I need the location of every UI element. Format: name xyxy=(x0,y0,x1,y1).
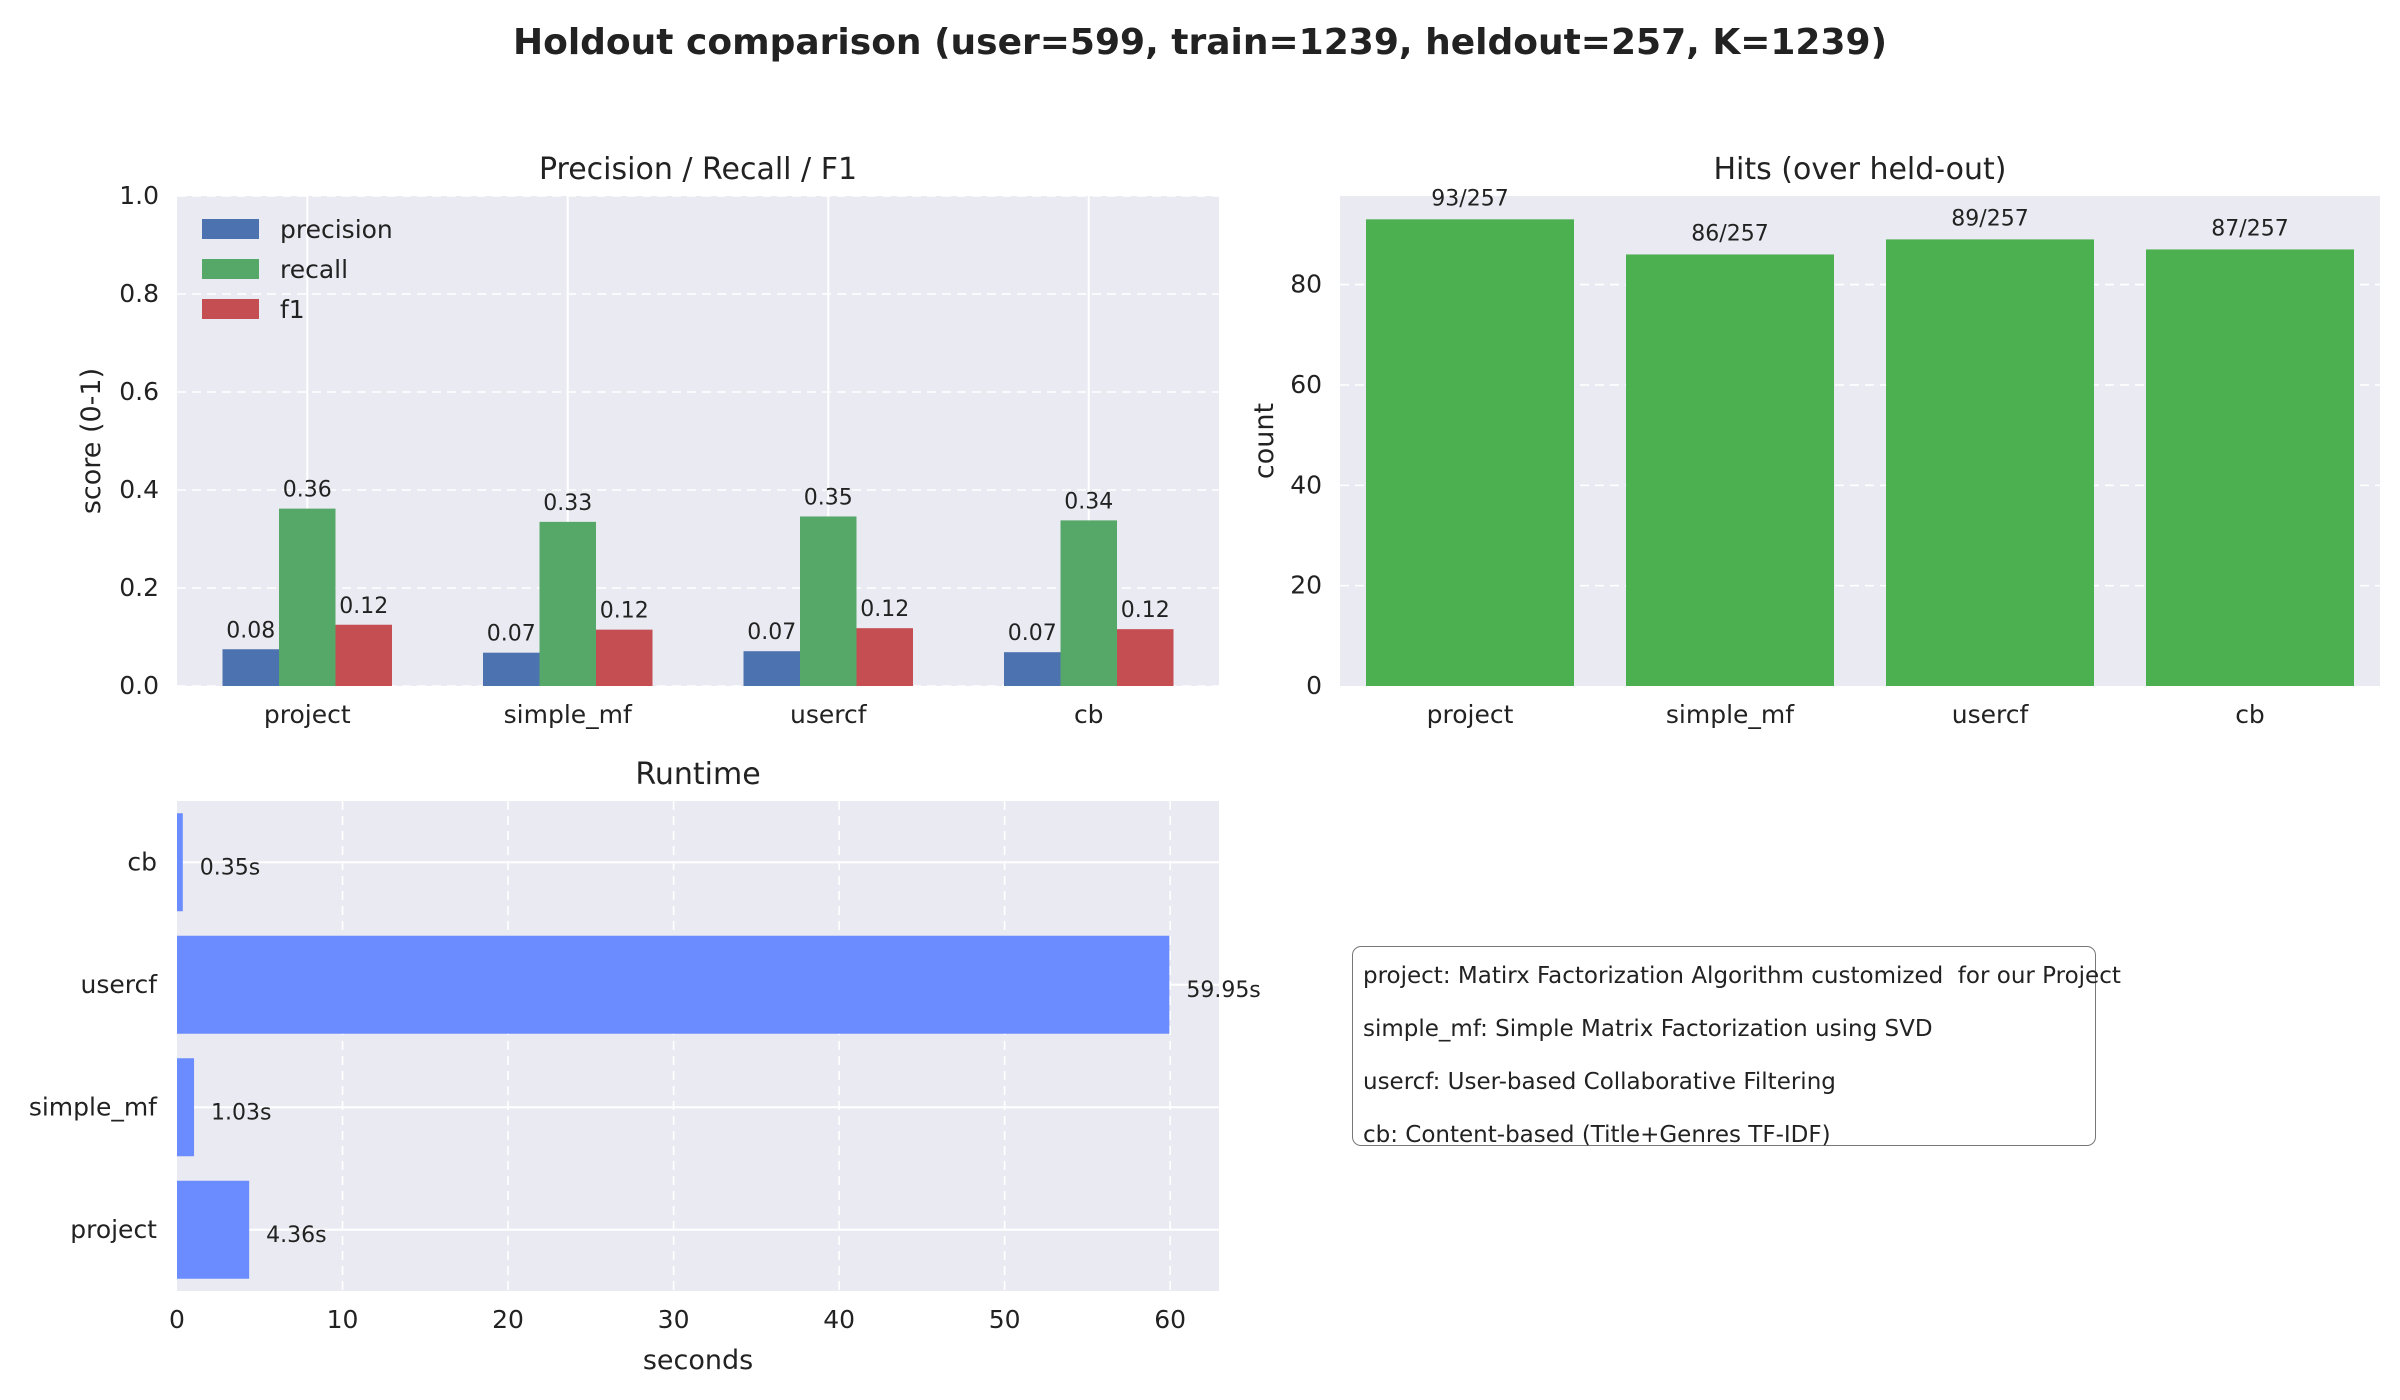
legend-label-f1: f1 xyxy=(280,295,305,324)
x-tick-label: 50 xyxy=(989,1305,1021,1334)
note-simple-mf: simple_mf: Simple Matrix Factorization u… xyxy=(1363,1016,1933,1042)
bar-precision xyxy=(1004,652,1061,686)
data-label: 0.12 xyxy=(339,594,388,619)
y-axis-label: count xyxy=(1249,403,1280,479)
y-tick-label: 20 xyxy=(1290,571,1322,600)
bar-hits xyxy=(1366,219,1574,687)
x-tick-label: project xyxy=(1427,700,1514,729)
data-label: 0.33 xyxy=(543,491,592,516)
chart-title: Hits (over held-out) xyxy=(1713,152,2006,187)
bar-recall xyxy=(1060,520,1117,686)
note-project: project: Matirx Factorization Algorithm … xyxy=(1363,963,2121,989)
x-tick-label: simple_mf xyxy=(504,700,633,729)
data-label: 93/257 xyxy=(1431,186,1508,211)
runtime-chart: 0 10 20 30 40 50 60 4.36s project 1.03s simple_mf 5… xyxy=(29,757,1261,1376)
bar-hits xyxy=(2146,249,2354,686)
x-tick-label: simple_mf xyxy=(1666,700,1795,729)
bar-f1 xyxy=(335,624,392,686)
y-tick-label: usercf xyxy=(80,970,158,999)
data-label: 0.12 xyxy=(600,599,649,624)
data-label: 0.36 xyxy=(283,478,332,503)
legend-label-recall: recall xyxy=(280,255,348,284)
x-tick-label: cb xyxy=(2235,700,2265,729)
x-tick-label: 10 xyxy=(327,1305,359,1334)
bar-f1 xyxy=(596,629,653,686)
x-tick-label: project xyxy=(264,700,351,729)
y-tick-label: 0.4 xyxy=(119,475,159,504)
bar-f1 xyxy=(1117,629,1174,686)
x-tick-label: 20 xyxy=(492,1305,524,1334)
data-label: 0.35 xyxy=(804,485,853,510)
y-tick-label: 0 xyxy=(1306,671,1322,700)
y-axis-label: score (0-1) xyxy=(76,368,107,514)
note-cb: cb: Content-based (Title+Genres TF-IDF) xyxy=(1363,1122,1831,1148)
note-usercf: usercf: User-based Collaborative Filteri… xyxy=(1363,1069,1836,1095)
bar-hits xyxy=(1626,254,1834,686)
x-axis-label: seconds xyxy=(643,1345,753,1376)
chart-title: Precision / Recall / F1 xyxy=(539,152,857,187)
legend-swatch-precision xyxy=(202,219,259,239)
data-label: 1.03s xyxy=(211,1100,271,1125)
bar-precision xyxy=(743,651,800,686)
y-tick-label: simple_mf xyxy=(29,1092,158,1121)
data-label: 86/257 xyxy=(1691,221,1768,246)
data-label: 0.07 xyxy=(487,622,536,647)
y-tick-label: 0.2 xyxy=(119,573,159,602)
data-label: 87/257 xyxy=(2211,216,2288,241)
x-tick-label: usercf xyxy=(1952,700,2030,729)
data-label: 0.12 xyxy=(1121,598,1170,623)
data-label: 0.12 xyxy=(860,597,909,622)
data-label: 0.07 xyxy=(1008,621,1057,646)
plot-area xyxy=(177,196,1219,686)
data-label: 0.07 xyxy=(747,620,796,645)
figure-title: Holdout comparison (user=599, train=1239… xyxy=(513,22,1887,63)
method-descriptions-box: project: Matirx Factorization Algorithm … xyxy=(1352,946,2121,1148)
bar-runtime xyxy=(177,1180,250,1279)
data-label: 59.95s xyxy=(1186,978,1260,1003)
data-label: 0.08 xyxy=(226,618,275,643)
y-tick-label: 80 xyxy=(1290,270,1322,299)
y-tick-label: cb xyxy=(127,847,157,876)
legend-swatch-f1 xyxy=(202,299,259,319)
bar-runtime xyxy=(177,813,183,912)
y-tick-label: project xyxy=(70,1215,157,1244)
data-label: 0.34 xyxy=(1064,489,1113,514)
data-label: 89/257 xyxy=(1951,206,2028,231)
x-tick-label: usercf xyxy=(790,700,868,729)
bar-precision xyxy=(222,649,279,686)
data-label: 4.36s xyxy=(266,1223,326,1248)
bar-recall xyxy=(539,521,596,686)
hits-chart: 0 20 40 60 80 93/257 project 86/257 simple_mf 89/… xyxy=(1249,152,2380,729)
plot-area xyxy=(177,801,1219,1291)
bar-hits xyxy=(1886,239,2094,686)
bar-runtime xyxy=(177,1058,195,1157)
y-tick-label: 1.0 xyxy=(119,181,159,210)
data-label: 0.35s xyxy=(200,855,260,880)
y-tick-label: 0.8 xyxy=(119,279,159,308)
bar-runtime xyxy=(177,935,1170,1034)
y-tick-label: 40 xyxy=(1290,470,1322,499)
bar-precision xyxy=(483,652,540,686)
legend-swatch-recall xyxy=(202,259,259,279)
legend-label-precision: precision xyxy=(280,215,393,244)
bar-f1 xyxy=(856,628,913,686)
x-tick-label: cb xyxy=(1074,700,1104,729)
x-tick-label: 30 xyxy=(658,1305,690,1334)
x-tick-label: 60 xyxy=(1154,1305,1186,1334)
bar-recall xyxy=(800,516,857,686)
y-tick-label: 0.0 xyxy=(119,671,159,700)
chart-title: Runtime xyxy=(635,757,760,792)
precision-recall-f1-chart: 0.0 0.2 0.4 0.6 0.8 1.0 project simple_mf usercf… xyxy=(76,152,1219,729)
x-tick-label: 0 xyxy=(169,1305,185,1334)
y-tick-label: 0.6 xyxy=(119,377,159,406)
x-tick-label: 40 xyxy=(823,1305,855,1334)
bar-recall xyxy=(279,508,336,686)
y-tick-label: 60 xyxy=(1290,370,1322,399)
